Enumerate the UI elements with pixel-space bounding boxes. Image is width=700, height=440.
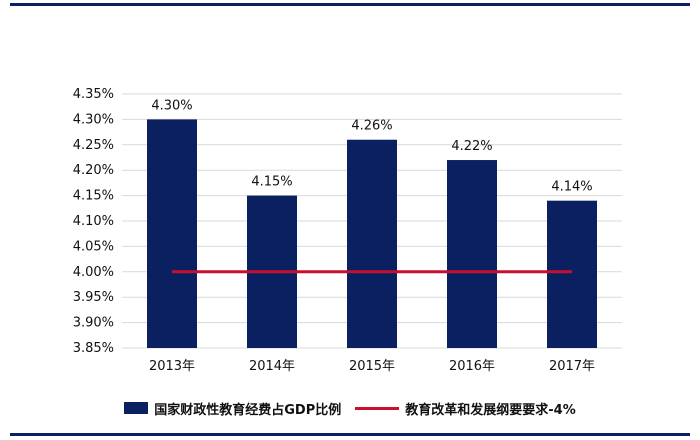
- bar: [147, 119, 197, 349]
- bar: [347, 139, 397, 348]
- legend-label-bars: 国家财政性教育经费占GDP比例: [154, 402, 342, 418]
- y-tick-label: 4.35%: [73, 87, 114, 102]
- legend-label-line: 教育改革和发展纲要要求-4%: [405, 402, 576, 418]
- legend-swatch-line: [355, 406, 400, 410]
- bar: [447, 160, 497, 348]
- bar: [547, 200, 597, 348]
- x-tick-label: 2017年: [549, 359, 595, 374]
- x-tick-label: 2013年: [149, 359, 195, 374]
- bar-chart: 3.85% 3.90% 3.95% 4.00% 4.05% 4.10% 4.15% 4.20%…: [73, 87, 622, 374]
- y-tick-label: 4.05%: [73, 239, 114, 254]
- y-tick-label: 3.90%: [73, 316, 114, 331]
- legend-swatch-bars: [124, 402, 149, 414]
- x-tick-label: 2014年: [249, 359, 295, 374]
- y-tick-label: 4.30%: [73, 112, 114, 127]
- y-tick-label: 4.10%: [73, 214, 114, 229]
- y-tick-label: 3.85%: [73, 341, 114, 356]
- y-tick-label: 4.20%: [73, 163, 114, 178]
- legend-item-line: 教育改革和发展纲要要求-4%: [355, 399, 576, 418]
- x-tick-label: 2016年: [449, 359, 495, 374]
- top-rule: [10, 3, 690, 6]
- y-tick-label: 3.95%: [73, 290, 114, 305]
- y-tick-label: 4.15%: [73, 189, 114, 204]
- legend-item-bars: 国家财政性教育经费占GDP比例: [124, 399, 341, 418]
- y-tick-label: 4.25%: [73, 138, 114, 153]
- data-label: 4.22%: [451, 139, 492, 154]
- data-label: 4.14%: [551, 180, 592, 195]
- x-tick-label: 2015年: [349, 359, 395, 374]
- bottom-rule: [10, 433, 690, 436]
- y-tick-label: 4.00%: [73, 265, 114, 280]
- data-label: 4.30%: [151, 98, 192, 113]
- data-label: 4.15%: [251, 175, 292, 190]
- legend: 国家财政性教育经费占GDP比例 教育改革和发展纲要要求-4%: [0, 398, 700, 418]
- data-label: 4.26%: [351, 119, 392, 134]
